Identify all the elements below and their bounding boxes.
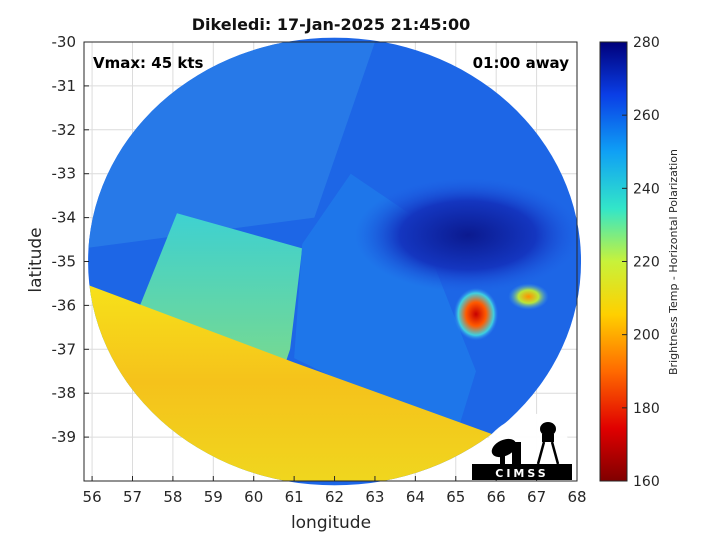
cold-core [354,178,582,293]
y-tick-label: -32 [52,121,77,139]
colorbar-label: Brightness Temp - Horizontal Polarizatio… [667,149,680,375]
colorbar-tick-label: 240 [633,181,660,197]
y-tick-label: -31 [52,77,77,95]
y-tick-labels: -30 -31 -32 -33 -34 -35 -36 -37 -38 -39 [52,33,77,446]
colorbar-tick-label: 180 [633,401,660,417]
y-tick-label: -34 [52,209,77,227]
x-tick-label: 66 [487,488,506,506]
swath-image [88,37,582,486]
x-tick-label: 59 [204,488,223,506]
colorbar-tick-label: 280 [633,35,660,51]
x-tick-label: 64 [406,488,425,506]
y-tick-label: -36 [52,296,77,314]
warm-spot-secondary [508,283,549,310]
colorbar-tick-label: 160 [633,474,660,490]
x-tick-label: 60 [244,488,263,506]
colorbar-ticks: 280 260 240 220 200 180 160 [622,35,660,490]
y-tick-label: -38 [52,384,77,402]
x-tick-label: 68 [567,488,586,506]
x-tick-label: 65 [446,488,465,506]
x-axis-label: longitude [291,513,371,533]
colorbar-tick-label: 260 [633,108,660,124]
x-tick-label: 67 [527,488,546,506]
x-tick-labels: 56 57 58 59 60 61 62 63 64 65 66 67 68 [83,488,587,506]
colorbar-tick-label: 200 [633,328,660,344]
x-tick-label: 61 [285,488,304,506]
y-tick-label: -30 [52,33,77,51]
time-offset-annotation: 01:00 away [473,54,570,72]
y-axis-label: latitude [26,227,46,292]
vmax-annotation: Vmax: 45 kts [93,54,203,72]
warm-convective-spot [453,287,499,341]
x-tick-label: 63 [365,488,384,506]
x-tick-label: 58 [163,488,182,506]
cimss-logo-text: CIMSS [495,467,548,480]
central-blue-region [294,173,476,438]
y-tick-label: -37 [52,340,77,358]
colorbar-tick-label: 220 [633,255,660,271]
x-tick-label: 56 [83,488,102,506]
chart-title: Dikeledi: 17-Jan-2025 21:45:00 [192,15,470,34]
southern-warm-band [88,283,537,481]
x-tick-label: 62 [325,488,344,506]
y-tick-label: -33 [52,165,77,183]
y-tick-label: -39 [52,428,77,446]
cimss-logo: CIMSS [472,413,572,480]
x-tick-label: 57 [123,488,142,506]
y-tick-label: -35 [52,253,77,271]
